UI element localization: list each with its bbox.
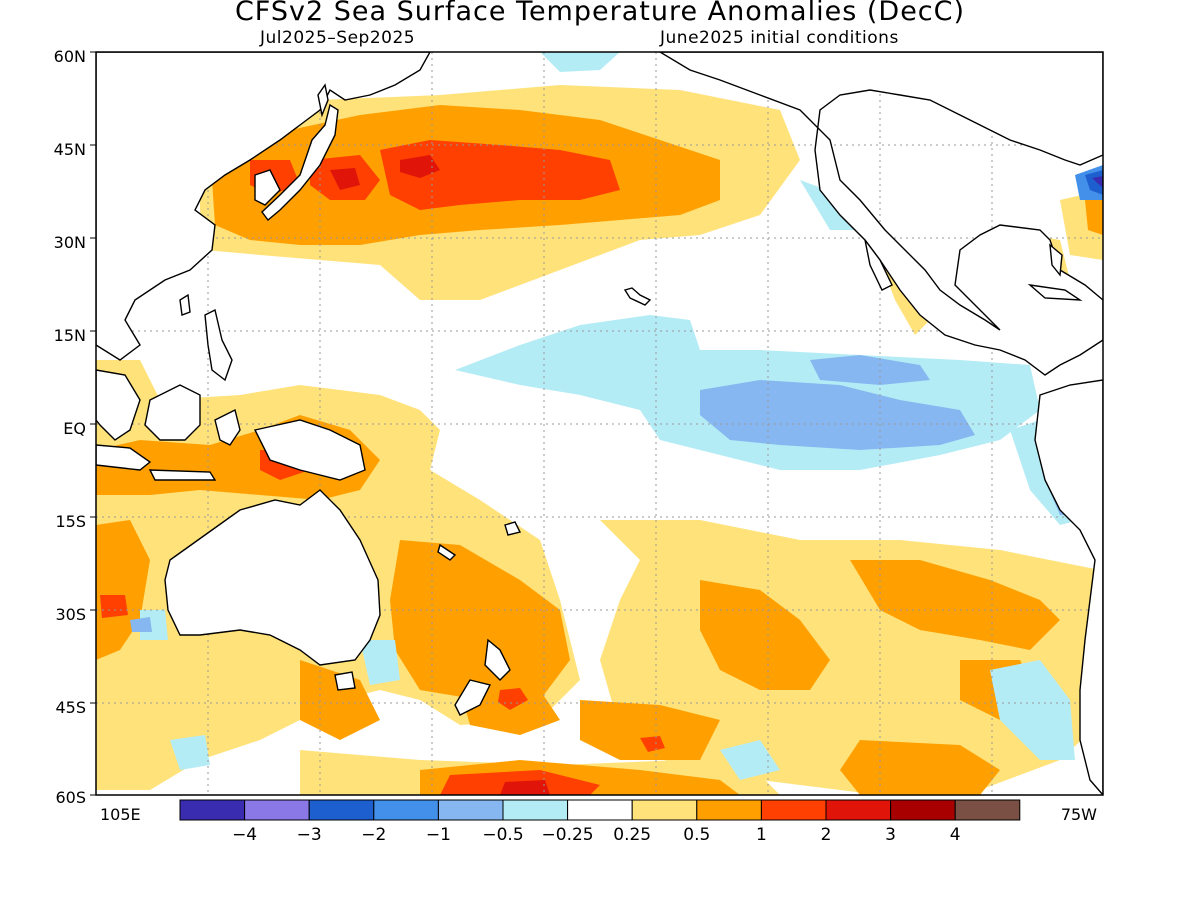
colorbar-label: −2 — [361, 825, 386, 845]
colorbar-label: −1 — [426, 825, 451, 845]
colorbar-swatch — [890, 799, 956, 821]
tasmania-island — [334, 671, 356, 691]
map-title: CFSv2 Sea Surface Temperature Anomalies … — [234, 0, 966, 27]
lat-ticks — [90, 51, 96, 796]
coastlines — [96, 52, 1103, 795]
lat-label-30n: 30N — [54, 233, 86, 252]
colorbar-swatch — [567, 799, 633, 821]
lat-labels: 60N 45N 30N 15N EQ 15S 30S 45S 60S — [54, 47, 86, 807]
colorbar: −4 −3 −2 −1 −0.5 −0.25 0.25 0.5 1 2 3 4 — [179, 799, 1021, 845]
cuba-island — [1027, 283, 1083, 301]
florida-peninsula — [1049, 243, 1063, 277]
japan-island — [261, 103, 339, 222]
colorbar-label: 1 — [756, 825, 767, 845]
lat-label-15s: 15S — [55, 512, 86, 531]
lat-label-30s: 30S — [55, 605, 86, 624]
lat-label-45n: 45N — [54, 140, 86, 159]
colorbar-swatch — [244, 799, 310, 821]
asia-landmass — [96, 52, 431, 361]
initial-conditions: June2025 initial conditions — [660, 28, 899, 48]
colorbar-swatch — [179, 799, 246, 821]
colorbar-label: −4 — [232, 825, 257, 845]
colorbar-label: 0.25 — [613, 825, 651, 845]
colorbar-label: −3 — [297, 825, 322, 845]
colorbar-swatch — [631, 799, 698, 821]
borneo-island — [144, 384, 201, 441]
lat-label-60n: 60N — [54, 47, 86, 66]
hawaii-islands — [623, 287, 652, 306]
anomaly-field — [96, 52, 1103, 795]
colorbar-label: 4 — [950, 825, 961, 845]
anomaly-shading-2 — [330, 155, 550, 795]
baja-peninsula — [864, 239, 893, 291]
colorbar-label: −0.25 — [542, 825, 594, 845]
colorbar-swatch — [760, 799, 827, 821]
colorbar-label: 3 — [885, 825, 896, 845]
anomaly-shading-1 — [100, 140, 665, 795]
lat-label-60s: 60S — [55, 788, 86, 807]
sumatra-island — [96, 444, 152, 471]
south-america-landmass — [1034, 379, 1103, 795]
colorbar-label: 2 — [821, 825, 832, 845]
philippines-islands — [204, 308, 233, 382]
lat-label-eq: EQ — [63, 419, 86, 438]
new-caledonia-island — [437, 543, 457, 561]
lon-label-left: 105E — [100, 805, 141, 824]
colorbar-swatch — [696, 799, 762, 821]
sulawesi-island — [214, 408, 241, 446]
new-guinea-island — [253, 419, 366, 481]
colorbar-swatch — [825, 799, 892, 821]
korea-peninsula — [254, 169, 281, 206]
taiwan-island — [179, 293, 191, 316]
new-zealand-south — [454, 679, 492, 716]
new-zealand-north — [484, 638, 511, 681]
lat-label-15n: 15N — [54, 326, 86, 345]
sakhalin-island — [317, 83, 329, 118]
colorbar-swatch — [502, 799, 569, 821]
colorbar-swatch — [437, 799, 504, 821]
anomaly-shading-neg1 — [1075, 165, 1103, 200]
forecast-period: Jul2025–Sep2025 — [260, 28, 416, 48]
fiji-islands — [504, 521, 522, 536]
colorbar-swatch — [373, 799, 439, 821]
north-america-landmass — [658, 52, 1103, 376]
colorbar-label: −0.5 — [482, 825, 523, 845]
colorbar-label: 0.5 — [683, 825, 710, 845]
colorbar-swatch — [308, 799, 375, 821]
java-island — [148, 469, 217, 481]
colorbar-swatch — [954, 799, 1021, 821]
australia-landmass — [164, 489, 381, 666]
graticule — [96, 52, 1103, 795]
lon-label-right: 75W — [1061, 805, 1097, 824]
lat-label-45s: 45S — [55, 698, 86, 717]
